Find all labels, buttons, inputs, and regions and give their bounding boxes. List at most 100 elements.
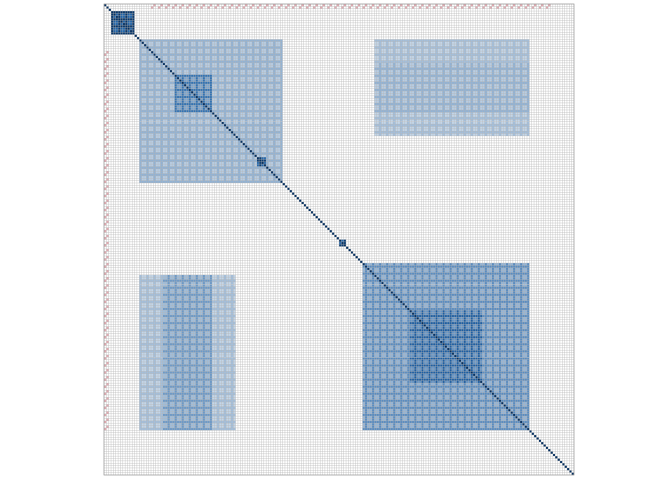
heatmap-cell	[527, 79, 530, 82]
heatmap-cell	[153, 119, 156, 122]
heatmap-cell	[143, 100, 147, 103]
heatmap-cell	[381, 91, 384, 94]
heatmap-cell	[221, 62, 224, 66]
heatmap-cell	[205, 81, 208, 85]
heatmap-cell	[423, 119, 426, 122]
heatmap-cell	[477, 112, 480, 115]
heatmap-cell	[113, 11, 116, 14]
heatmap-cell	[517, 91, 520, 94]
heatmap-cell	[268, 39, 271, 42]
heatmap-cell	[418, 69, 422, 73]
heatmap-cell	[484, 4, 488, 7]
heatmap-cell	[447, 109, 450, 113]
heatmap-cell	[254, 46, 257, 49]
heatmap-cell	[480, 69, 483, 73]
heatmap-cell	[275, 93, 278, 96]
heatmap-cell	[266, 60, 269, 63]
heatmap-cell	[259, 93, 262, 96]
heatmap-cell	[409, 60, 412, 63]
heatmap-cell	[400, 65, 403, 68]
heatmap-cell	[259, 112, 262, 115]
heatmap-cell	[508, 119, 511, 122]
heatmap-cell	[421, 98, 424, 101]
heatmap-cell	[465, 105, 469, 108]
heatmap-cell	[270, 126, 274, 129]
heatmap-cell	[390, 112, 394, 115]
heatmap-cell	[489, 58, 492, 61]
heatmap-cell	[174, 100, 177, 103]
heatmap-cell	[428, 44, 431, 47]
heatmap-cell	[141, 60, 144, 63]
heatmap-cell	[143, 109, 147, 113]
heatmap-cell	[176, 95, 180, 99]
heatmap-cell	[409, 95, 412, 99]
heatmap-cell	[519, 4, 523, 7]
heatmap-cell	[519, 107, 523, 110]
heatmap-cell	[416, 69, 419, 73]
heatmap-cell	[242, 107, 245, 110]
heatmap-cell	[425, 77, 429, 80]
heatmap-cell	[146, 62, 149, 66]
heatmap-cell	[501, 62, 504, 66]
heatmap-cell	[190, 126, 194, 129]
heatmap-cell	[212, 95, 215, 99]
heatmap-cell	[376, 58, 379, 61]
heatmap-cell	[219, 77, 222, 80]
heatmap-cell	[374, 119, 377, 122]
heatmap-cell	[397, 55, 401, 59]
heatmap-cell	[200, 102, 203, 106]
heatmap-cell	[423, 55, 426, 59]
heatmap-cell	[440, 77, 443, 80]
heatmap-cell	[146, 98, 149, 101]
heatmap-cell	[230, 60, 234, 63]
heatmap-cell	[153, 51, 156, 54]
heatmap-cell	[195, 62, 198, 66]
heatmap-cell	[240, 126, 243, 129]
heatmap-cell	[456, 79, 459, 82]
heatmap-cell	[280, 74, 283, 77]
heatmap-cell	[494, 74, 497, 77]
heatmap-cell	[395, 55, 398, 59]
heatmap-cell	[491, 105, 495, 108]
heatmap-cell	[165, 114, 168, 118]
heatmap-cell	[205, 72, 208, 75]
heatmap-cell	[386, 107, 389, 110]
heatmap-cell	[151, 126, 154, 129]
heatmap-cell	[484, 53, 488, 56]
heatmap-cell	[482, 41, 485, 45]
heatmap-cell	[186, 91, 189, 94]
heatmap-cell	[489, 121, 492, 125]
heatmap-cell	[155, 74, 159, 77]
heatmap-cell	[233, 109, 236, 113]
heatmap-cell	[463, 72, 466, 75]
heatmap-cell	[263, 98, 267, 101]
heatmap-cell	[376, 55, 379, 59]
heatmap-cell	[386, 86, 389, 89]
heatmap-cell	[181, 74, 184, 77]
heatmap-cell	[221, 91, 224, 94]
heatmap-cell	[449, 88, 452, 92]
heatmap-cell	[374, 121, 377, 125]
heatmap-cell	[465, 65, 469, 68]
heatmap-cell	[207, 62, 210, 66]
heatmap-cell	[468, 117, 471, 120]
heatmap-cell	[498, 39, 502, 42]
heatmap-cell	[480, 91, 483, 94]
heatmap-cell	[449, 46, 452, 49]
heatmap-cell	[249, 6, 253, 9]
heatmap-cell	[247, 74, 250, 77]
heatmap-cell	[221, 51, 224, 54]
heatmap-cell	[216, 48, 220, 52]
heatmap-cell	[454, 100, 457, 103]
heatmap-cell	[230, 67, 234, 70]
heatmap-cell	[158, 79, 161, 82]
heatmap-cell	[425, 88, 429, 92]
heatmap-cell	[235, 102, 238, 106]
heatmap-cell	[148, 84, 151, 87]
heatmap-cell	[374, 95, 377, 99]
heatmap-cell	[510, 93, 513, 96]
heatmap-cell	[190, 46, 194, 49]
heatmap-cell	[508, 107, 511, 110]
heatmap-cell	[411, 48, 415, 52]
heatmap-cell	[496, 77, 499, 80]
